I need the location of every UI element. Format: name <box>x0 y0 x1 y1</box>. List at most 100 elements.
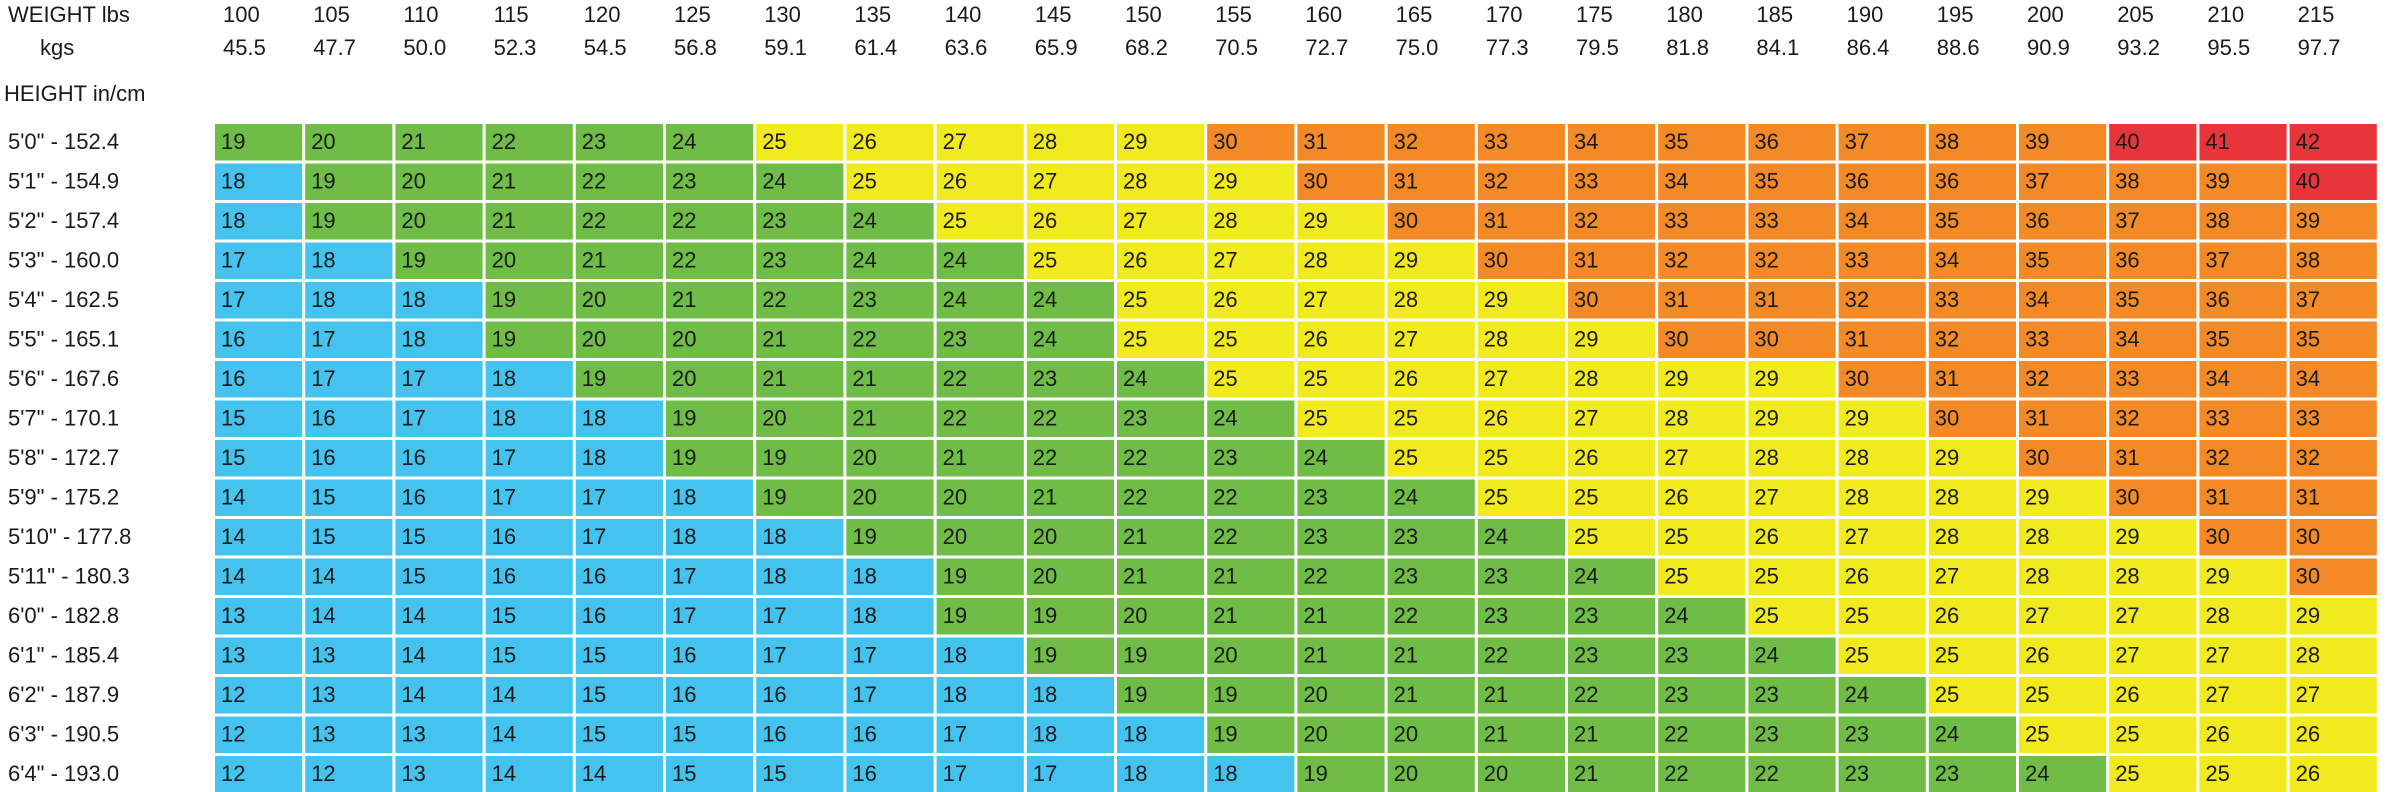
bmi-cell <box>305 637 393 674</box>
bmi-value-label: 38 <box>1935 129 1959 154</box>
bmi-value-label: 21 <box>852 406 876 431</box>
bmi-cell <box>1387 124 1475 161</box>
weight-kgs-label: 84.1 <box>1756 35 1799 60</box>
bmi-value-label: 25 <box>1935 682 1959 707</box>
bmi-value-label: 14 <box>221 564 245 589</box>
bmi-value-label: 31 <box>1303 129 1327 154</box>
bmi-value-label: 18 <box>1033 682 1057 707</box>
bmi-cell <box>666 677 754 714</box>
bmi-value-label: 33 <box>1574 169 1598 194</box>
height-label: 5'0" - 152.4 <box>8 129 119 154</box>
bmi-value-label: 31 <box>1845 327 1869 352</box>
bmi-cell <box>666 479 754 516</box>
bmi-value-label: 18 <box>762 524 786 549</box>
bmi-value-label: 22 <box>672 208 696 233</box>
bmi-value-label: 15 <box>221 445 245 470</box>
bmi-cell <box>1838 756 1926 792</box>
bmi-cell <box>1117 124 1205 161</box>
bmi-cell <box>305 756 393 792</box>
bmi-cell <box>1297 440 1385 477</box>
bmi-cell <box>2289 637 2377 674</box>
bmi-value-label: 26 <box>2115 682 2139 707</box>
bmi-cell <box>666 361 754 398</box>
bmi-cell <box>2109 400 2197 437</box>
bmi-cell <box>1477 321 1565 358</box>
weight-lbs-label: 105 <box>313 2 350 27</box>
bmi-cell <box>1658 203 1746 240</box>
bmi-cell <box>1387 637 1475 674</box>
weight-lbs-label: 175 <box>1576 2 1613 27</box>
bmi-value-label: 23 <box>1213 445 1237 470</box>
bmi-value-label: 29 <box>2025 485 2049 510</box>
bmi-value-label: 12 <box>221 722 245 747</box>
bmi-cell <box>485 242 573 279</box>
bmi-cell <box>2019 716 2107 753</box>
bmi-cell <box>305 479 393 516</box>
bmi-value-label: 25 <box>1754 603 1778 628</box>
bmi-cell <box>215 519 303 556</box>
bmi-value-label: 25 <box>1123 327 1147 352</box>
bmi-value-label: 19 <box>401 248 425 273</box>
bmi-value-label: 32 <box>2205 445 2229 470</box>
bmi-value-label: 23 <box>762 248 786 273</box>
bmi-value-label: 22 <box>582 169 606 194</box>
bmi-value-label: 26 <box>852 129 876 154</box>
bmi-value-label: 33 <box>1754 208 1778 233</box>
weight-lbs-label: 140 <box>945 2 982 27</box>
bmi-cell <box>1207 242 1295 279</box>
bmi-value-label: 22 <box>852 327 876 352</box>
bmi-cell <box>2109 479 2197 516</box>
weight-lbs-label: 145 <box>1035 2 1072 27</box>
bmi-cell <box>1658 282 1746 319</box>
bmi-cell <box>305 124 393 161</box>
bmi-value-label: 28 <box>1484 327 1508 352</box>
bmi-cell <box>2289 519 2377 556</box>
bmi-value-label: 12 <box>311 761 335 786</box>
bmi-cell <box>846 242 934 279</box>
bmi-value-label: 28 <box>1574 366 1598 391</box>
bmi-value-label: 18 <box>1123 761 1147 786</box>
bmi-value-label: 31 <box>1484 208 1508 233</box>
bmi-cell <box>1477 479 1565 516</box>
bmi-cell <box>846 203 934 240</box>
bmi-value-label: 20 <box>582 327 606 352</box>
bmi-value-label: 26 <box>1574 445 1598 470</box>
bmi-value-label: 28 <box>1845 485 1869 510</box>
bmi-value-label: 21 <box>1123 564 1147 589</box>
bmi-cell <box>1748 519 1836 556</box>
bmi-value-label: 18 <box>492 406 516 431</box>
bmi-value-label: 16 <box>492 564 516 589</box>
bmi-value-label: 23 <box>1574 603 1598 628</box>
bmi-cell <box>846 163 934 200</box>
bmi-value-label: 28 <box>2205 603 2229 628</box>
bmi-cell <box>1297 756 1385 792</box>
bmi-cell <box>485 756 573 792</box>
bmi-cell <box>1117 361 1205 398</box>
bmi-cell <box>1207 400 1295 437</box>
weight-kgs-label: 59.1 <box>764 35 807 60</box>
height-label: 6'0" - 182.8 <box>8 603 119 628</box>
bmi-value-label: 25 <box>762 129 786 154</box>
bmi-value-label: 27 <box>1123 208 1147 233</box>
bmi-cell <box>1748 242 1836 279</box>
bmi-value-label: 35 <box>2025 248 2049 273</box>
bmi-value-label: 28 <box>1303 248 1327 273</box>
bmi-cell <box>215 124 303 161</box>
bmi-cell <box>936 361 1024 398</box>
bmi-value-label: 29 <box>1935 445 1959 470</box>
bmi-value-label: 16 <box>401 485 425 510</box>
bmi-value-label: 16 <box>221 327 245 352</box>
bmi-value-label: 24 <box>852 208 876 233</box>
bmi-value-label: 14 <box>582 761 606 786</box>
bmi-cell <box>756 716 844 753</box>
bmi-cell <box>1477 400 1565 437</box>
weight-kgs-label: 95.5 <box>2207 35 2250 60</box>
bmi-cell <box>1026 361 1114 398</box>
bmi-value-label: 18 <box>852 564 876 589</box>
bmi-cell <box>1928 519 2016 556</box>
bmi-cell <box>1477 756 1565 792</box>
bmi-cell <box>1026 519 1114 556</box>
bmi-cell <box>485 321 573 358</box>
bmi-cell <box>756 440 844 477</box>
